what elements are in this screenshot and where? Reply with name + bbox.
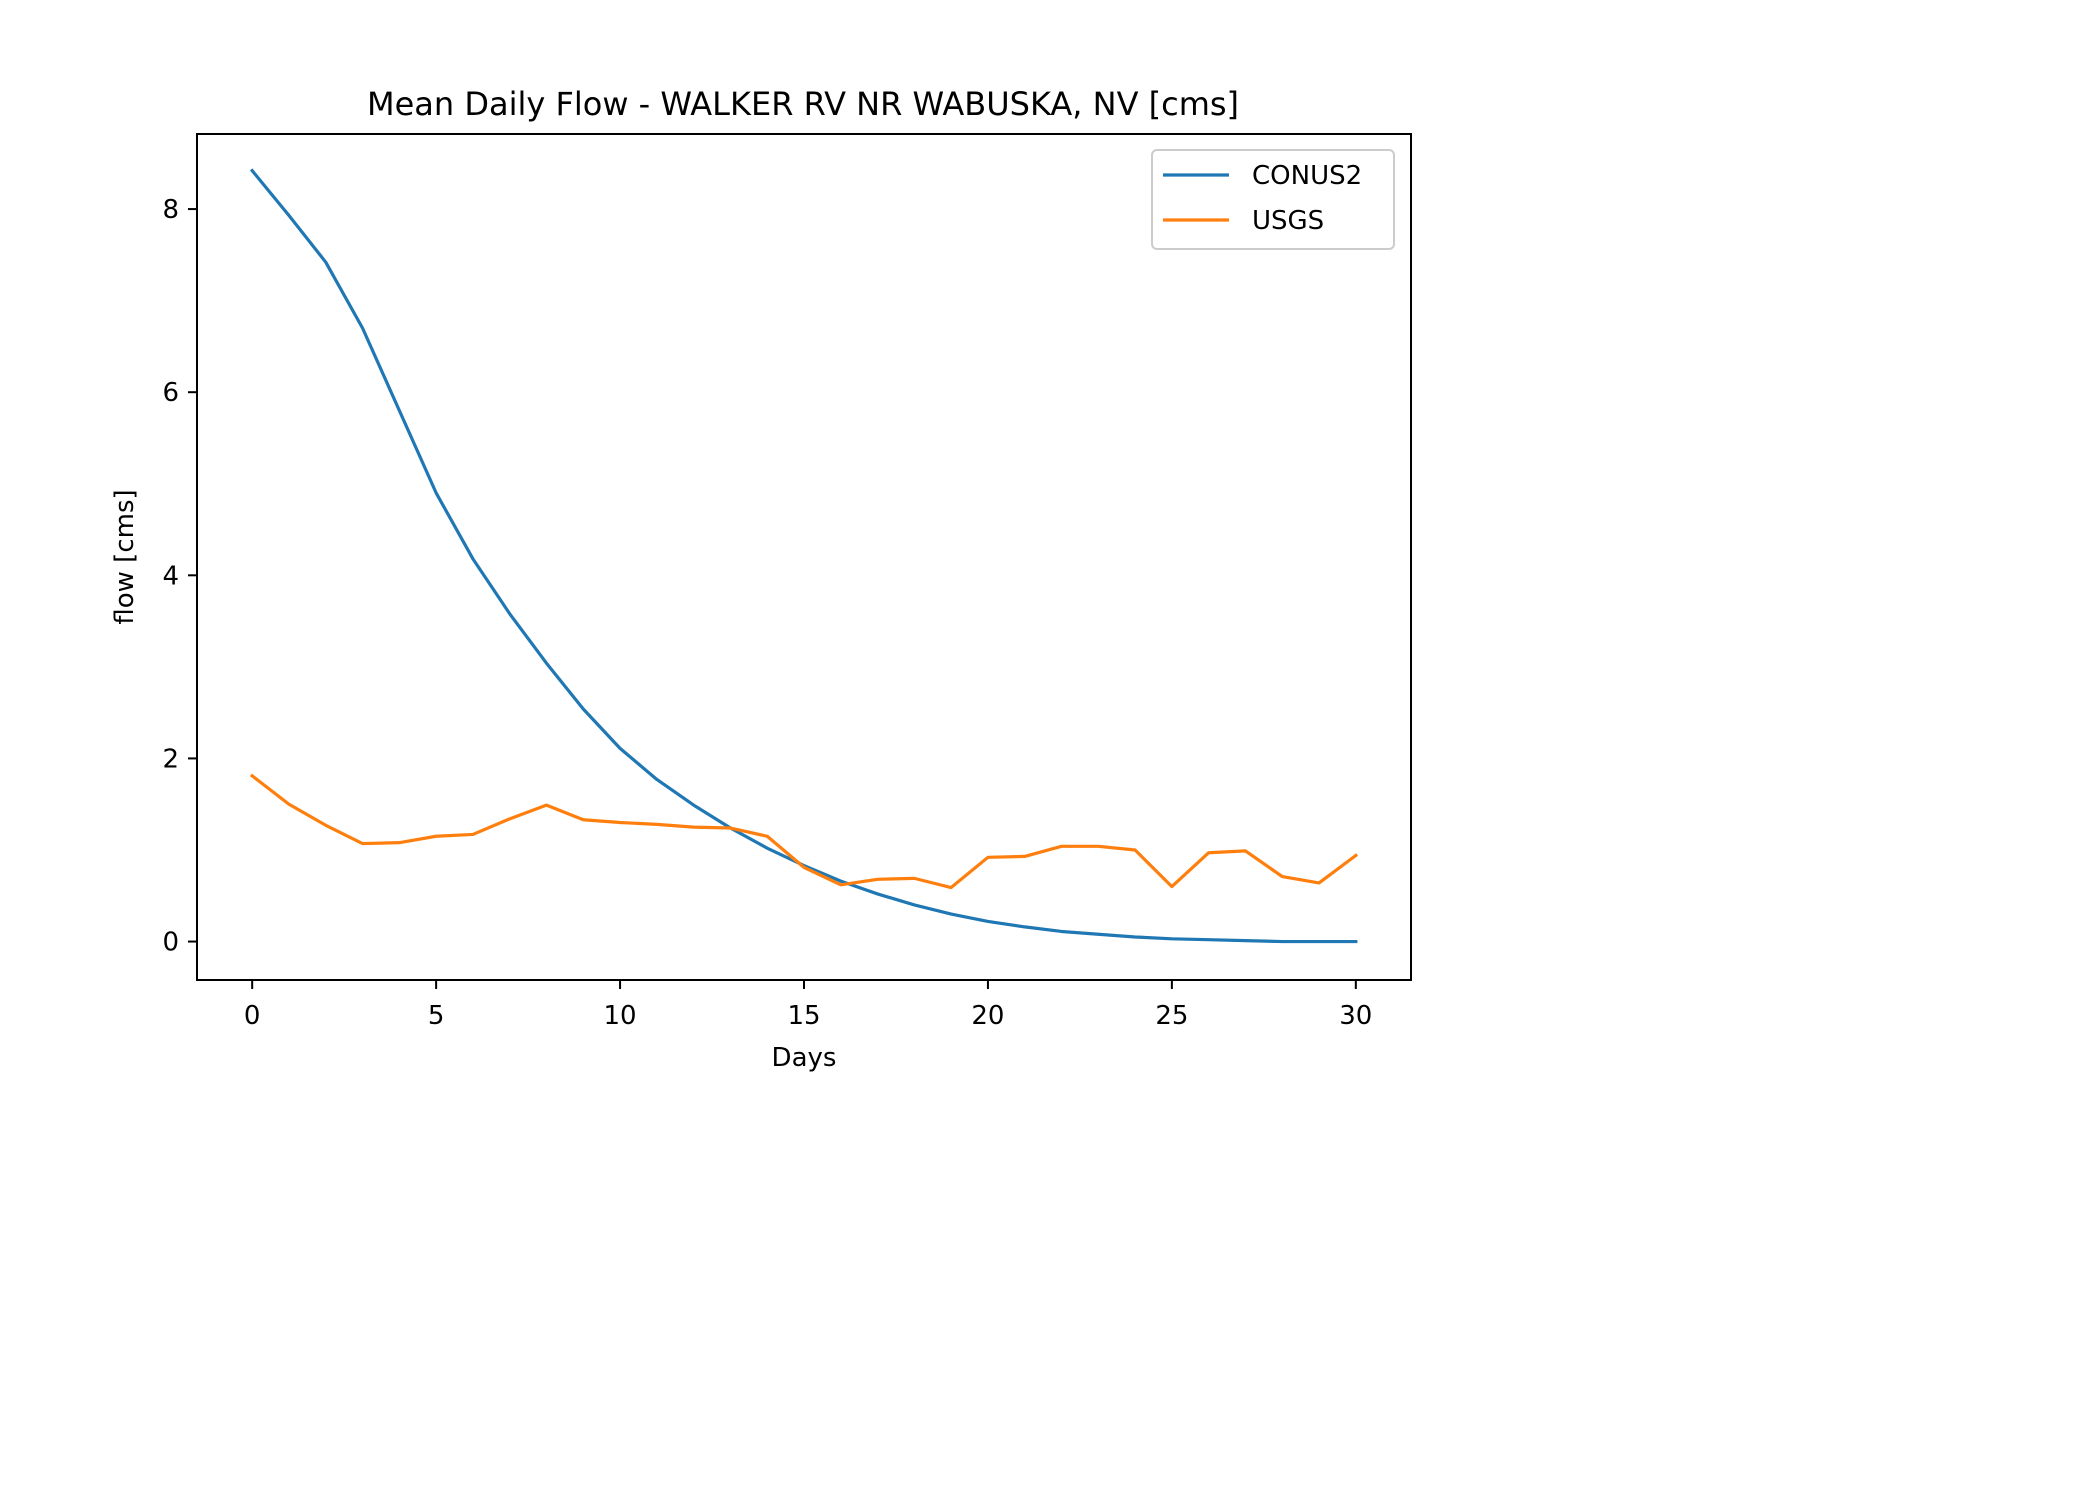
series-line-usgs xyxy=(249,773,1359,890)
y-tick-label: 4 xyxy=(162,561,179,591)
chart-title: Mean Daily Flow - WALKER RV NR WABUSKA, … xyxy=(367,85,1239,123)
x-tick-label: 30 xyxy=(1339,1001,1372,1031)
x-tick-label: 5 xyxy=(428,1001,445,1031)
plot-frame xyxy=(196,133,1412,981)
series-layer xyxy=(249,168,1359,944)
y-tick-label: 0 xyxy=(162,928,179,958)
y-axis-label: flow [cms] xyxy=(110,489,140,624)
x-tick-label: 25 xyxy=(1155,1001,1188,1031)
x-axis-label: Days xyxy=(772,1043,837,1073)
x-tick-label: 0 xyxy=(244,1001,261,1031)
line-chart: Mean Daily Flow - WALKER RV NR WABUSKA, … xyxy=(110,85,1412,1073)
x-axis: 0 5 10 15 20 25 30 xyxy=(244,980,1372,1031)
y-tick-label: 2 xyxy=(162,744,179,774)
y-tick-label: 6 xyxy=(162,378,179,408)
legend-label-usgs: USGS xyxy=(1252,206,1324,236)
legend-label-conus2: CONUS2 xyxy=(1252,161,1362,191)
legend: CONUS2 USGS xyxy=(1151,149,1395,250)
y-tick-label: 8 xyxy=(162,195,179,225)
x-tick-label: 15 xyxy=(787,1001,820,1031)
y-axis: 0 2 4 6 8 xyxy=(162,195,197,958)
x-tick-label: 10 xyxy=(604,1001,637,1031)
x-tick-label: 20 xyxy=(971,1001,1004,1031)
